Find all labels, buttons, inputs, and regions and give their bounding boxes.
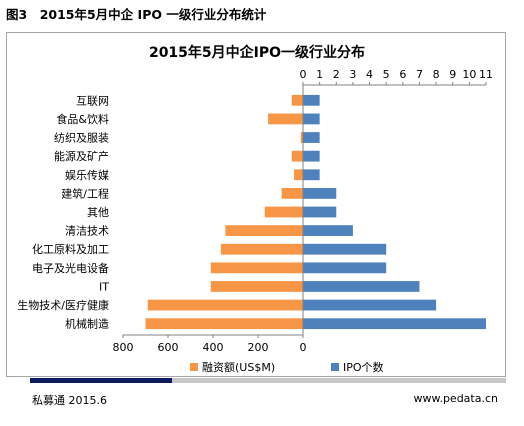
- bar-ipo-count: [303, 318, 486, 330]
- left-axis-tick-label: 400: [203, 341, 224, 354]
- left-axis-tick-label: 0: [300, 341, 307, 354]
- bar-funding: [300, 132, 303, 143]
- category-label: 互联网: [76, 94, 109, 107]
- bar-funding: [291, 94, 303, 106]
- bar-funding: [281, 187, 303, 199]
- bar-funding: [264, 206, 303, 218]
- bar-ipo-count: [303, 299, 437, 311]
- right-axis-tick-label: 9: [449, 68, 456, 81]
- right-axis-tick-label: 8: [433, 68, 440, 81]
- left-axis-tick-label: 600: [158, 341, 179, 354]
- bar-funding: [220, 243, 303, 255]
- right-axis-tick-label: 3: [349, 68, 356, 81]
- right-axis-tick-label: 7: [416, 68, 423, 81]
- category-label: 生物技术/医疗健康: [17, 298, 109, 312]
- category-label: 能源及矿产: [54, 149, 109, 163]
- category-label: 食品&饮料: [56, 112, 109, 126]
- bar-ipo-count: [303, 262, 387, 274]
- footer-divider-bar: [172, 378, 506, 383]
- right-axis-tick-label: 6: [399, 68, 406, 81]
- right-axis-tick-label: 5: [383, 68, 390, 81]
- category-label: IT: [99, 280, 109, 293]
- bar-funding: [210, 262, 303, 274]
- bar-ipo-count: [303, 94, 320, 106]
- source-url: www.pedata.cn: [413, 392, 498, 405]
- bar-ipo-count: [303, 169, 320, 181]
- legend-label-funding: 融资额(US$M): [202, 361, 275, 374]
- bar-ipo-count: [303, 150, 320, 162]
- bar-funding: [145, 318, 303, 330]
- bar-ipo-count: [303, 113, 320, 125]
- category-label: 娱乐传媒: [65, 168, 109, 182]
- category-label: 其他: [87, 206, 109, 219]
- right-axis-tick-label: 11: [479, 68, 493, 81]
- legend-label-ipo-count: IPO个数: [343, 361, 384, 374]
- bar-ipo-count: [303, 225, 353, 237]
- left-axis-tick-label: 800: [113, 341, 134, 354]
- category-label: 纺织及服装: [54, 131, 109, 145]
- legend-swatch-funding: [190, 363, 198, 371]
- bar-funding: [294, 169, 303, 181]
- bar-funding: [210, 281, 303, 292]
- bar-ipo-count: [303, 243, 387, 255]
- left-axis-tick-label: 200: [248, 341, 269, 354]
- category-label: 化工原料及加工: [32, 242, 109, 256]
- figure-label: 图3 2015年5月中企 IPO 一级行业分布统计: [6, 7, 267, 22]
- series-funding: [145, 94, 303, 330]
- bar-ipo-count: [303, 187, 337, 199]
- right-axis: 0 1 2 3 4 5 6 7 8 9 10 11: [300, 68, 493, 86]
- source-note: 私募通 2015.6: [32, 394, 107, 407]
- right-axis-tick-label: 1: [316, 68, 323, 81]
- category-label: 电子及光电设备: [32, 261, 109, 275]
- category-label: 清洁技术: [65, 225, 109, 238]
- category-label: 建筑/工程: [61, 186, 109, 200]
- bar-funding: [268, 113, 303, 125]
- bar-ipo-count: [303, 206, 337, 218]
- bar-funding: [225, 225, 303, 237]
- bar-funding: [291, 150, 303, 162]
- bar-funding: [147, 299, 303, 311]
- category-label: 机械制造: [65, 317, 109, 331]
- right-axis-tick-label: 2: [333, 68, 340, 81]
- bar-ipo-count: [303, 132, 320, 143]
- legend-swatch-ipo-count: [331, 363, 339, 371]
- left-axis: 800 600 400 200 0: [113, 335, 307, 354]
- right-axis-tick-label: 4: [366, 68, 373, 81]
- bar-ipo-count: [303, 281, 420, 292]
- chart-title: 2015年5月中企IPO一级行业分布: [149, 44, 365, 61]
- right-axis-tick-label: 10: [462, 68, 476, 81]
- right-axis-tick-label: 0: [300, 68, 307, 81]
- category-labels: 互联网食品&饮料纺织及服装能源及矿产娱乐传媒建筑/工程其他清洁技术化工原料及加工…: [17, 94, 109, 330]
- footer-accent-bar: [30, 378, 172, 383]
- series-ipo-count: [303, 94, 486, 330]
- legend: 融资额(US$M) IPO个数: [190, 361, 384, 374]
